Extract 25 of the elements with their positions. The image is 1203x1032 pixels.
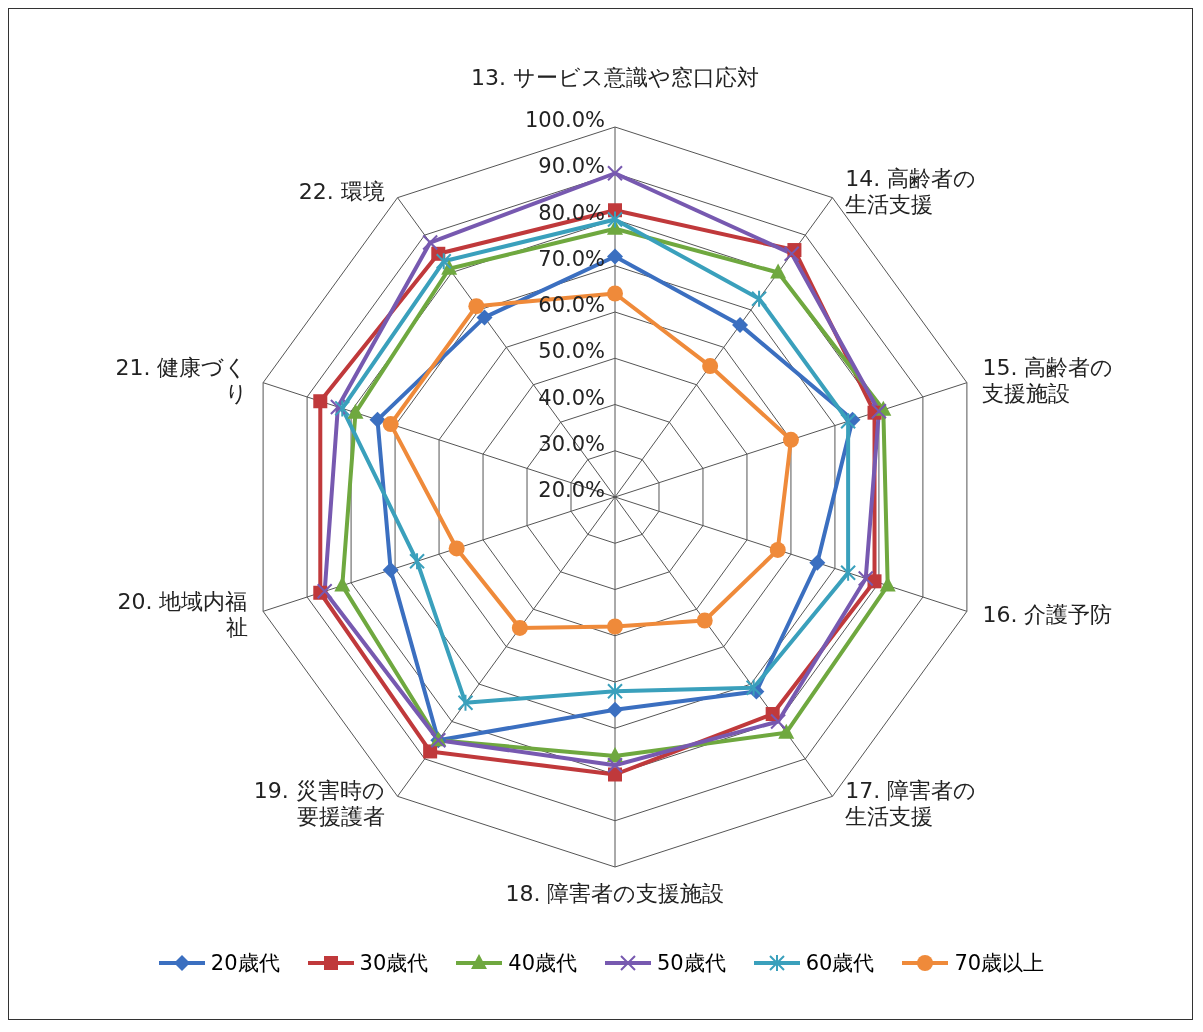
y-tick-label: 60.0% bbox=[538, 293, 605, 317]
spoke-label: 19. 災害時の要援護者 bbox=[253, 777, 385, 829]
spoke-label: 22. 環境 bbox=[298, 179, 385, 205]
y-tick-label: 30.0% bbox=[538, 431, 605, 456]
spoke-label: 13. サービス意識や窓口応対 bbox=[471, 65, 759, 90]
spoke-label: 21. 健康づくり bbox=[115, 355, 248, 407]
y-tick-label: 70.0% bbox=[538, 246, 605, 271]
spoke-label: 18. 障害者の支援施設 bbox=[505, 881, 725, 906]
spoke-label: 17. 障害者の生活支援 bbox=[845, 777, 977, 829]
y-tick-label: 90.0% bbox=[538, 154, 605, 179]
spoke-label: 14. 高齢者の生活支援 bbox=[845, 166, 977, 218]
legend-label: 20歳代 bbox=[210, 950, 280, 977]
y-tick-label: 40.0% bbox=[538, 385, 605, 410]
legend-label: 50歳代 bbox=[657, 950, 726, 977]
y-tick-label: 20.0% bbox=[538, 478, 605, 502]
y-tick-label: 100.0% bbox=[524, 108, 605, 132]
legend-label: 60歳代 bbox=[805, 950, 875, 977]
y-tick-label: 80.0% bbox=[538, 200, 605, 225]
y-tick-label: 50.0% bbox=[538, 339, 605, 364]
spoke-label: 16. 介護予防 bbox=[982, 601, 1113, 627]
legend-label: 70歳以上 bbox=[954, 950, 1045, 977]
spoke-label: 15. 高齢者の支援施設 bbox=[982, 355, 1114, 407]
legend-label: 30歳代 bbox=[359, 950, 429, 977]
spoke-label: 20. 地域内福祉 bbox=[117, 588, 248, 640]
legend-label: 40歳代 bbox=[508, 950, 577, 977]
